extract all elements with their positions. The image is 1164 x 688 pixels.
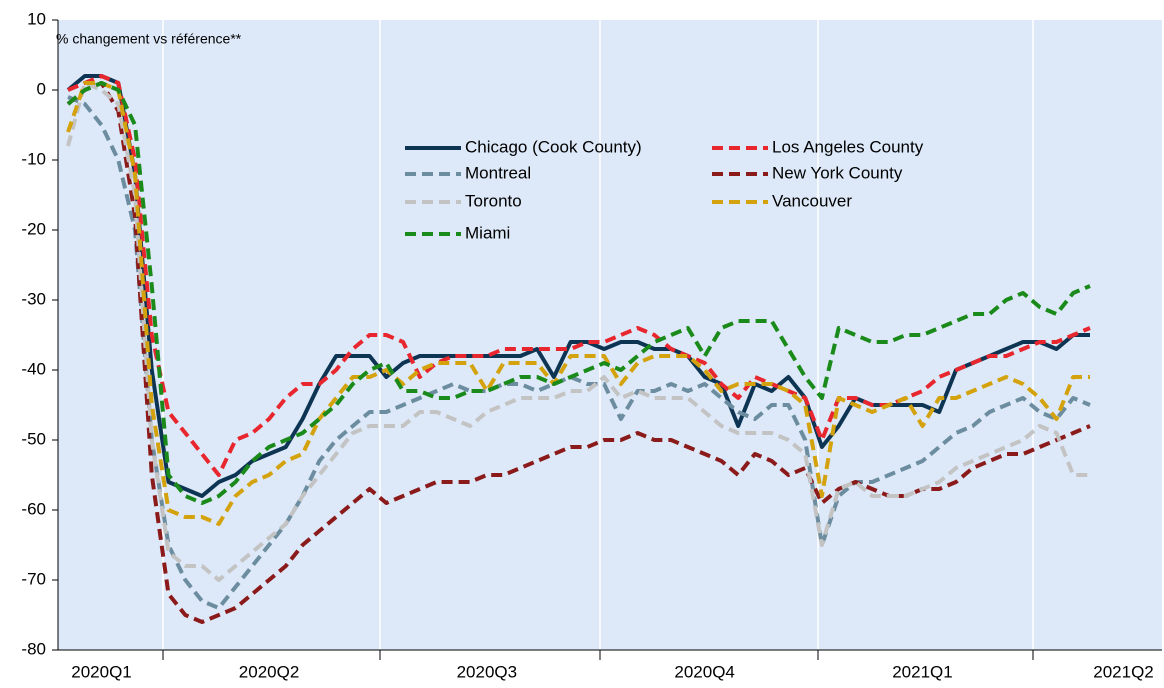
series-line [67, 74, 1091, 477]
y-tick-label: -10 [21, 149, 46, 168]
quarter-ticks [162, 650, 1034, 660]
y-tick-label: -60 [21, 499, 46, 518]
y-tick-label: -50 [21, 429, 46, 448]
x-tick-label: 2020Q2 [239, 662, 300, 681]
series-line [66, 74, 1090, 498]
x-tick-label: 2020Q4 [674, 662, 735, 681]
legend-label: Vancouver [772, 191, 852, 210]
series-line [66, 81, 1090, 582]
series-line [66, 81, 1090, 526]
legend-label: Montreal [465, 163, 531, 182]
y-tick-label: -80 [21, 639, 46, 658]
legend-label: Los Angeles County [772, 137, 924, 156]
y-tick-label: 0 [37, 79, 46, 98]
x-tick-label: 2021Q2 [1093, 662, 1154, 681]
series-line [67, 95, 1091, 610]
x-tick-label: 2021Q1 [892, 662, 953, 681]
y-tick-label: -20 [21, 219, 46, 238]
legend-label: Chicago (Cook County) [465, 137, 642, 156]
plot-area [58, 20, 1162, 650]
x-tick-label: 2020Q1 [71, 662, 132, 681]
y-tick-label: -40 [21, 359, 46, 378]
y-axis-label: % changement vs référence** [56, 31, 242, 47]
y-tick-label: -30 [21, 289, 46, 308]
y-tick-label: -70 [21, 569, 46, 588]
legend-label: New York County [772, 163, 903, 182]
y-tick-label: 10 [27, 9, 46, 28]
quarter-gridlines [162, 20, 1034, 650]
legend-label: Miami [465, 223, 510, 242]
x-tick-label: 2020Q3 [457, 662, 518, 681]
series-line [66, 81, 1091, 505]
legend-label: Toronto [465, 191, 522, 210]
